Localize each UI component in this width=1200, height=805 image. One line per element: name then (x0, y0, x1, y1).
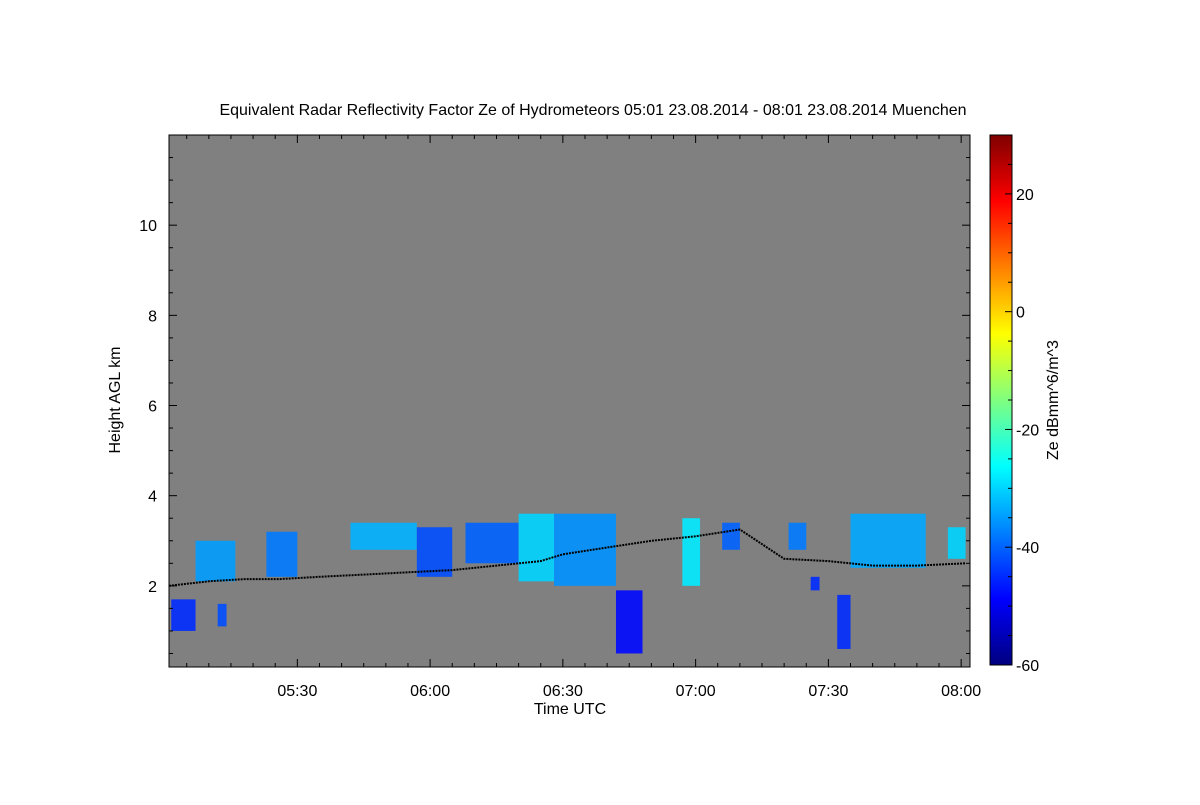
plot-area (168, 134, 971, 668)
echo-region (947, 527, 966, 559)
y-axis-label: Height AGL km (107, 346, 124, 453)
y-tick-label: 4 (148, 489, 157, 506)
x-axis-label: Time UTC (534, 701, 606, 718)
echo-region (350, 522, 417, 550)
echo-region (850, 513, 926, 568)
x-tick-label: 06:00 (410, 683, 450, 700)
echo-region (266, 531, 298, 577)
echo-regions (171, 513, 966, 654)
chart-title: Equivalent Radar Reflectivity Factor Ze … (219, 102, 966, 119)
x-tick-label: 05:30 (277, 683, 317, 700)
echo-region (465, 522, 519, 564)
colorbar: -60 -40 -20 0 20 (989, 134, 1039, 675)
x-tick-label: 06:30 (543, 683, 583, 700)
echo-region (195, 540, 236, 582)
echo-region (682, 518, 701, 586)
cloud-base-trace (168, 528, 966, 587)
colorbar-tick-label: 20 (1016, 187, 1034, 204)
colorbar-tick-label: 0 (1016, 305, 1025, 322)
echo-region (615, 590, 643, 654)
echo-region (171, 599, 196, 631)
colorbar-tick-label: -60 (1016, 658, 1039, 675)
colorbar-tick-label: -20 (1016, 422, 1039, 439)
colorbar-tick-label: -40 (1016, 540, 1039, 557)
echo-region (810, 576, 820, 591)
cloud-base-line (168, 528, 966, 587)
y-tick-label: 10 (139, 218, 157, 235)
echo-region (788, 522, 807, 550)
plot-background (168, 134, 971, 668)
y-tick-label: 6 (148, 399, 157, 416)
echo-region (554, 513, 616, 586)
echo-region (722, 522, 740, 550)
x-tick-label: 07:00 (676, 683, 716, 700)
x-tick-label: 08:00 (941, 683, 981, 700)
echo-region (518, 513, 555, 582)
y-tick-label: 2 (148, 579, 157, 596)
x-axis: 05:30 06:00 06:30 07:00 07:30 08:00 (186, 135, 981, 700)
x-tick-label: 07:30 (808, 683, 848, 700)
y-tick-label: 8 (148, 308, 157, 325)
echo-region (837, 594, 851, 649)
y-axis: 2 4 6 8 10 (139, 157, 970, 654)
colorbar-label: Ze dBmm^6/m^3 (1045, 340, 1062, 460)
echo-region (416, 527, 453, 577)
echo-region (217, 603, 227, 627)
